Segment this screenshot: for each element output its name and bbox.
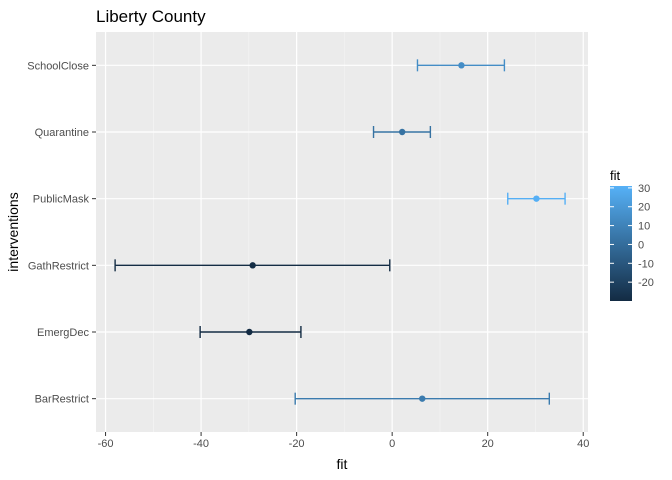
x-tick-label: -40 xyxy=(193,438,209,450)
x-tick-label: -60 xyxy=(98,438,114,450)
x-axis: -60 -40 -20 0 20 40 xyxy=(98,432,589,450)
legend-title: fit xyxy=(610,168,621,183)
x-axis-title: fit xyxy=(337,456,348,472)
errorbar-gathrestrict xyxy=(114,259,391,272)
errorbar-barrestrict xyxy=(294,392,551,405)
y-tick-label: PublicMask xyxy=(33,194,90,206)
errorbar-quarantine xyxy=(372,126,432,138)
legend-label: 10 xyxy=(638,221,650,233)
y-tick-label: SchoolClose xyxy=(27,60,89,72)
x-tick-label: -20 xyxy=(289,438,305,450)
errorbar-schoolclose xyxy=(416,59,506,72)
chart-title: Liberty County xyxy=(96,7,206,26)
fit-point xyxy=(398,128,406,136)
legend-label: -10 xyxy=(638,258,654,270)
errorbar-publicmask xyxy=(507,192,566,205)
fit-point xyxy=(246,328,253,336)
y-axis: SchoolClose Quarantine PublicMask GathRestr… xyxy=(27,60,96,406)
fit-point xyxy=(458,62,465,69)
fit-point xyxy=(419,395,426,402)
plot-panel xyxy=(96,32,588,432)
y-tick-label: GathRestrict xyxy=(28,260,89,272)
legend-label: 20 xyxy=(638,202,650,214)
y-tick-label: EmergDec xyxy=(37,327,89,339)
legend-label: 30 xyxy=(638,183,650,195)
y-tick-label: Quarantine xyxy=(35,127,89,139)
legend-label: 0 xyxy=(638,239,644,251)
y-axis-title: interventions xyxy=(5,192,21,271)
x-tick-label: 0 xyxy=(389,438,395,450)
data-marks xyxy=(114,59,566,405)
x-tick-label: 40 xyxy=(577,438,589,450)
legend-colorbar xyxy=(610,186,632,301)
x-tick-label: 20 xyxy=(482,438,494,450)
fit-point xyxy=(533,195,540,202)
legend-label: -20 xyxy=(638,277,654,289)
fit-point xyxy=(249,262,256,269)
errorbar-emergdec xyxy=(199,326,302,338)
y-tick-label: BarRestrict xyxy=(35,394,89,406)
color-legend: fit 30 20 10 0 -10 -20 xyxy=(610,168,654,301)
